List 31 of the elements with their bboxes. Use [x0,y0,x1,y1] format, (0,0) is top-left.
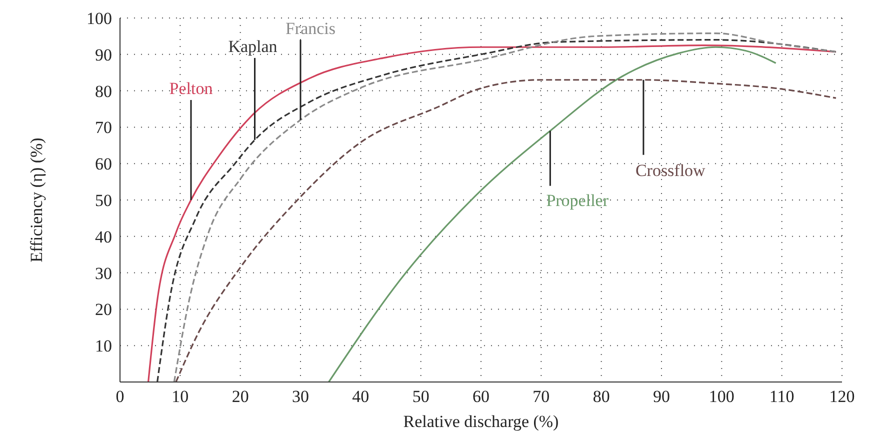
text: Pelton [169,79,214,98]
x-tick-label: 110 [769,387,794,406]
y-tick-label: 40 [95,227,112,246]
x-tick-label: 20 [232,387,249,406]
y-tick-label: 70 [95,118,112,138]
text: Propeller [546,190,609,210]
x-tick-label: 80 [592,387,610,406]
y-tick-label: 90 [95,45,112,64]
y-tick-label: 100 [86,9,112,28]
x-tick-label: 100 [708,387,734,406]
x-tick-label: 10 [172,387,189,406]
y-tick-label: 50 [95,191,112,210]
y-tick-label: 20 [95,300,112,320]
y-tick-label: 30 [95,264,112,283]
text: Kaplan [228,36,278,56]
x-tick-label: 70 [532,387,550,406]
y-tick-label: 10 [95,336,112,356]
y-tick-label: 60 [95,154,112,174]
x-tick-label: 120 [829,387,855,406]
x-tick-label: 60 [472,387,490,406]
y-axis-title: Efficiency (η) (%) [27,138,46,262]
line-series [328,46,777,382]
x-tick-label: 30 [292,387,309,406]
x-tick-label: 40 [352,387,370,406]
text: Crossflow [635,160,706,180]
x-axis-title: Relative discharge (%) [403,412,559,431]
y-tick-label: 80 [95,82,112,101]
x-tick-label: 0 [116,387,124,406]
x-tick-label: 50 [412,387,430,406]
text: Francis [285,18,336,38]
x-tick-label: 90 [653,387,670,406]
